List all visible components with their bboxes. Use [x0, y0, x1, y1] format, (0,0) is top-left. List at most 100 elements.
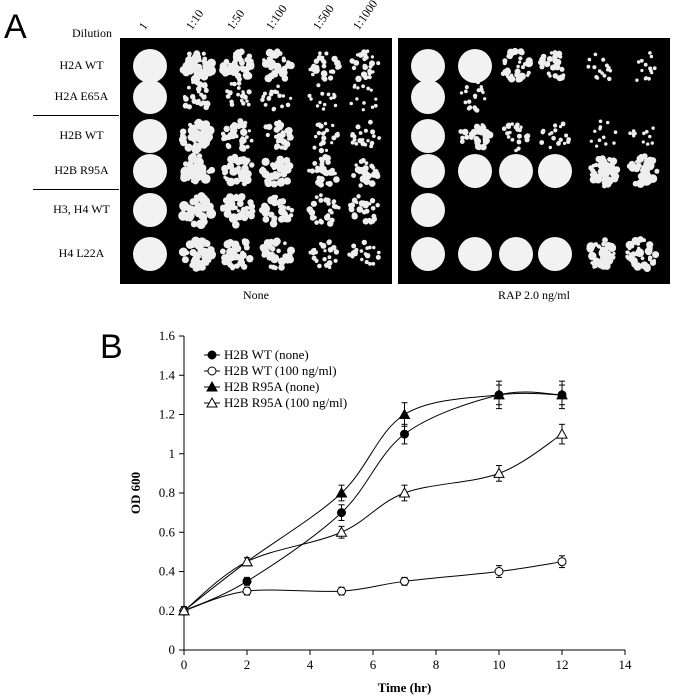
colony-spot: [411, 80, 445, 114]
data-point: [493, 388, 505, 400]
data-point: [242, 576, 252, 586]
colony-spot: [539, 121, 571, 150]
colony-spot: [411, 119, 445, 153]
plate-caption-none: None: [243, 288, 269, 302]
data-point: [241, 555, 253, 567]
strain-label: H4 L22A: [58, 246, 105, 260]
colony-spot: [589, 119, 618, 148]
colony-spot: [350, 119, 381, 149]
legend-marker: [206, 396, 218, 408]
colony-spot: [178, 236, 216, 272]
colony-spot: [260, 84, 293, 112]
data-point: [400, 576, 409, 586]
strain-label: H3, H4 WT: [53, 202, 110, 216]
colony-spot: [458, 154, 492, 188]
colony-spot: [312, 121, 340, 154]
legend-marker: [207, 366, 217, 376]
strain-label: H2A WT: [59, 58, 104, 72]
plate-none: [120, 38, 392, 284]
x-tick-label: 10: [493, 657, 506, 672]
colony-spot: [500, 47, 533, 83]
colony-spot: [306, 193, 341, 227]
x-tick-label: 2: [244, 657, 251, 672]
data-point: [335, 526, 348, 537]
y-tick-label: 0: [169, 642, 176, 657]
colony-spot: [179, 50, 217, 84]
colony-spot: [225, 81, 252, 107]
data-point: [337, 586, 346, 596]
data-point: [178, 604, 190, 616]
colony-spot: [308, 239, 340, 270]
colony-spot: [133, 49, 167, 83]
data-point: [337, 508, 346, 518]
x-axis-label: Time (hr): [378, 680, 432, 695]
x-tick-label: 8: [433, 657, 440, 672]
colony-spot: [307, 154, 340, 188]
colony-spot: [308, 51, 342, 82]
colony-spot: [220, 118, 254, 152]
x-tick-label: 0: [181, 657, 188, 672]
colony-spot: [259, 194, 295, 228]
colony-spot: [349, 83, 378, 112]
colony-spot: [133, 119, 167, 153]
colony-spot: [221, 153, 255, 187]
colony-spot: [411, 49, 445, 83]
strain-group-divider: [33, 189, 119, 190]
y-tick-label: 0.4: [159, 564, 176, 579]
colony-spot: [635, 51, 657, 82]
x-tick-label: 12: [556, 657, 569, 672]
colony-spot: [263, 119, 294, 151]
colony-spot: [625, 236, 660, 272]
data-point: [398, 486, 411, 498]
colony-spot: [458, 237, 492, 271]
y-tick-label: 0.2: [159, 603, 175, 618]
colony-spot: [501, 122, 531, 153]
colony-spot: [259, 155, 294, 188]
y-tick-label: 1.6: [159, 328, 176, 343]
colony-spot: [586, 237, 617, 270]
colony-spot: [220, 193, 256, 229]
legend-marker: [207, 350, 217, 360]
data-point: [400, 429, 409, 439]
colony-spot: [307, 83, 338, 111]
colony-spot: [538, 237, 572, 271]
colony-spot: [178, 118, 215, 155]
legend-entry: H2B WT (100 ng/ml): [224, 363, 337, 378]
colony-spot: [588, 155, 621, 189]
colony-spot: [459, 80, 487, 113]
data-point: [242, 586, 252, 596]
colony-spot: [219, 48, 255, 82]
colony-spot: [411, 193, 445, 227]
colony-spot: [259, 237, 295, 271]
legend-marker: [206, 380, 218, 392]
colony-spot: [499, 237, 533, 271]
colony-spot: [458, 49, 492, 83]
colony-spot: [538, 50, 566, 82]
colony-spot: [261, 48, 295, 83]
y-axis-label: OD 600: [128, 472, 143, 514]
legend-entry: H2B WT (none): [224, 347, 309, 362]
colony-spot: [499, 154, 533, 188]
colony-spot: [411, 154, 445, 188]
colony-spot: [182, 79, 211, 111]
colony-spot: [628, 126, 655, 146]
strain-label: H2B R95A: [54, 163, 109, 177]
dilution-title: Dilution: [72, 26, 113, 40]
plate-caption-rap: RAP 2.0 ng/ml: [498, 288, 570, 302]
colony-spot: [133, 154, 167, 188]
colony-spot: [538, 154, 572, 188]
y-tick-label: 1: [169, 446, 176, 461]
colony-spot: [220, 238, 254, 271]
colony-spot: [133, 193, 167, 227]
x-tick-label: 6: [370, 657, 377, 672]
legend-entry: H2B R95A (none): [224, 379, 319, 394]
colony-spot: [411, 237, 445, 271]
data-point: [494, 567, 504, 576]
plate-rap: [398, 38, 670, 284]
y-tick-label: 1.4: [159, 367, 176, 382]
colony-spot: [180, 152, 216, 185]
colony-spot: [626, 153, 660, 188]
colony-spot: [133, 237, 167, 271]
data-point: [335, 486, 348, 498]
